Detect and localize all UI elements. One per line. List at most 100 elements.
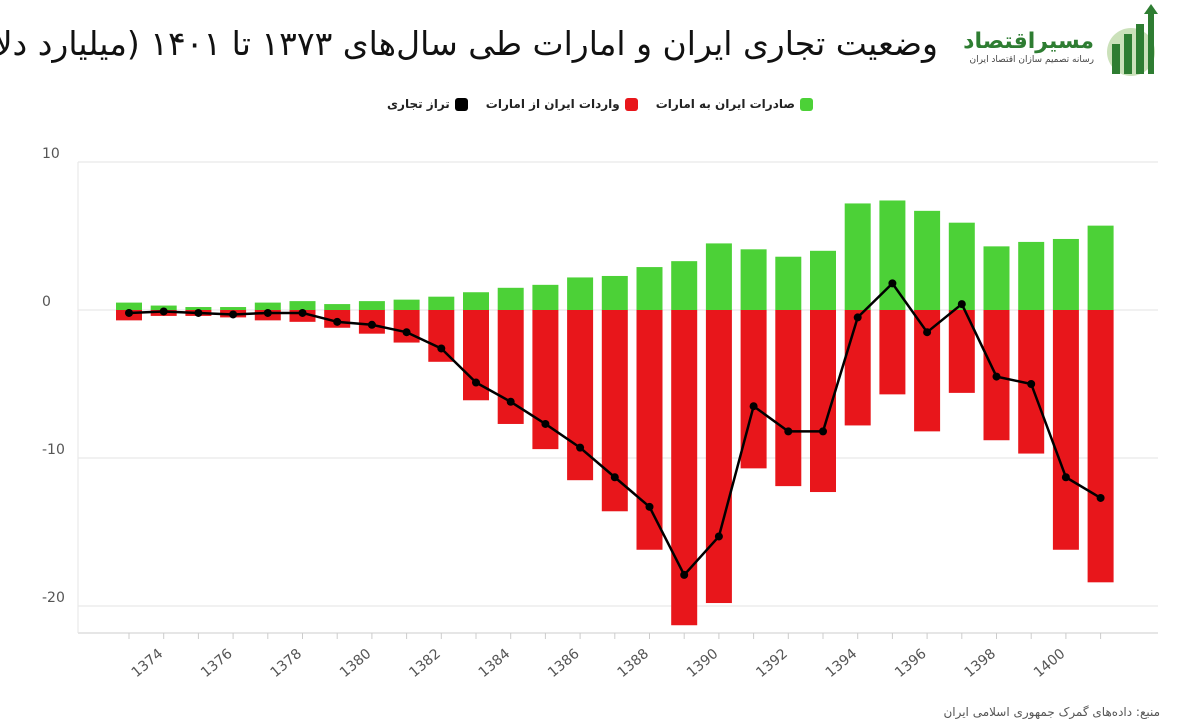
import-bar [879,310,906,395]
x-tick-label: 1384 [476,646,514,681]
chart-legend: صادرات ایران به امارات واردات ایران از ا… [0,97,1200,111]
export-bar [601,275,628,310]
import-bar [1052,310,1079,550]
legend-item-imports: واردات ایران از امارات [486,97,638,111]
import-bar [775,310,802,487]
import-bar [428,310,455,362]
import-bar [1087,310,1114,583]
source-note: منبع: داده‌های گمرک جمهوری اسلامی ایران [943,705,1160,719]
export-bar [810,250,836,310]
export-bar [948,222,975,310]
balance-point [541,419,550,428]
export-bar [740,249,767,310]
balance-point [680,570,689,579]
balance-point [749,402,758,411]
y-tick-label: -10 [42,442,65,458]
balance-point [1027,380,1036,388]
chart-header: وضعیت تجاری ایران و امارات طی سال‌های ۱۳… [0,0,1200,90]
balance-point [784,427,793,436]
export-bar [567,277,594,310]
balance-point [992,372,1001,381]
import-bar [567,310,594,481]
export-bar [254,302,281,310]
balance-point [506,397,515,406]
legend-item-exports: صادرات ایران به امارات [656,97,813,111]
balance-point [367,320,376,329]
brand-logo: مسیراقتصاد رسانه تصمیم سازان اقتصاد ایرا… [963,4,1164,80]
chart-title: وضعیت تجاری ایران و امارات طی سال‌های ۱۳… [0,24,938,63]
legend-label-exports: صادرات ایران به امارات [655,97,795,111]
balance-point [229,310,238,319]
x-tick-label: 1382 [406,646,444,681]
x-tick-label: 1398 [961,646,999,681]
logo-tagline: رسانه تصمیم سازان اقتصاد ایران [969,55,1094,65]
export-bar [289,301,316,310]
export-bar [1087,225,1114,310]
balance-point [923,328,932,337]
x-tick-label: 1400 [1031,646,1069,681]
legend-swatch-imports [624,97,638,111]
x-tick-label: 1394 [823,646,861,681]
logo-name: مسیراقتصاد [963,29,1094,54]
x-tick-label: 1386 [545,646,583,681]
balance-point [263,308,272,317]
balance-point [645,502,654,511]
balance-point [853,313,862,322]
export-bar [636,267,663,310]
x-tick-label: 1378 [267,646,305,681]
import-bar [636,310,663,550]
balance-point [819,427,827,436]
legend-swatch-exports [799,97,813,111]
export-bar [393,299,420,310]
export-bar [914,210,941,310]
balance-point [194,308,203,317]
balance-point [1096,493,1105,502]
legend-swatch-balance [454,97,468,111]
import-bar [532,310,559,450]
x-tick-label: 1376 [198,646,236,681]
balance-point [1061,473,1070,482]
balance-point [576,443,585,452]
balance-point [610,473,619,482]
export-bar [983,246,1010,310]
export-bar [671,261,698,310]
y-tick-label: 0 [42,294,51,310]
x-tick-label: 1380 [337,646,375,681]
export-bar [497,287,524,310]
balance-point [472,378,480,387]
y-tick-label: -20 [42,590,65,606]
x-tick-label: 1390 [684,646,722,681]
balance-point [333,317,342,326]
legend-label-imports: واردات ایران از امارات [485,97,620,111]
export-bar [428,296,455,310]
balance-point [437,344,446,353]
export-bar [463,292,489,310]
balance-point [125,308,133,317]
balance-point [402,328,411,337]
logo-bars-icon [1107,4,1158,76]
x-tick-label: 1374 [129,646,167,681]
balance-point [714,532,723,541]
x-tick-label: 1392 [753,646,791,681]
export-bar [116,302,142,310]
export-bar [1018,241,1045,310]
balance-point [159,307,168,316]
import-bar [844,310,871,426]
export-bar [185,307,212,310]
import-bar [705,310,732,604]
y-tick-label: 10 [42,146,60,162]
export-bar [705,243,732,310]
legend-label-balance: تراز تجاری [387,97,450,111]
balance-point [298,308,307,317]
export-bar [775,256,802,310]
export-bar [220,307,247,310]
legend-item-balance: تراز تجاری [387,97,468,111]
balance-point [888,279,897,288]
export-bar [358,301,385,310]
export-bar [844,203,871,310]
export-bar [324,304,351,310]
export-bar [532,284,559,310]
export-bar [1052,238,1079,310]
x-tick-label: 1388 [614,646,652,681]
